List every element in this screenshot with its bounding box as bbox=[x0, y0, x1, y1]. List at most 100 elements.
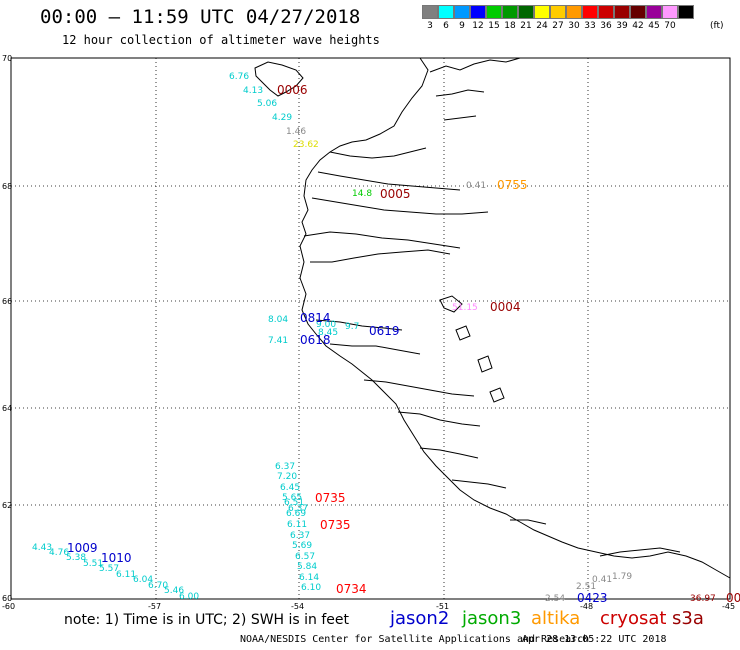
wave-height-label: 4.76 bbox=[49, 548, 69, 558]
color-scale-label: 3 bbox=[427, 21, 433, 31]
color-swatch bbox=[646, 5, 662, 19]
color-scale-label: 30 bbox=[568, 21, 580, 31]
color-swatch bbox=[678, 5, 694, 19]
wave-height-label: 6.69 bbox=[286, 509, 306, 519]
color-swatch bbox=[470, 5, 486, 19]
lat-label: 66 bbox=[2, 297, 12, 306]
wave-height-label: 2.51 bbox=[576, 582, 596, 592]
wave-height-label: 14.8 bbox=[352, 189, 372, 199]
lon-label: -57 bbox=[148, 602, 161, 611]
wave-height-label: 6.14 bbox=[299, 573, 319, 583]
color-swatch bbox=[534, 5, 550, 19]
pass-time-label: 00 bbox=[726, 591, 740, 605]
wave-height-label: 6.11 bbox=[116, 570, 136, 580]
wave-height-label: 5.65 bbox=[282, 493, 302, 503]
wave-height-label: 23.62 bbox=[293, 140, 319, 150]
wave-height-label: 8.45 bbox=[318, 328, 338, 338]
wave-height-label: 5.46 bbox=[164, 586, 184, 596]
wave-height-label: 5.06 bbox=[257, 99, 277, 109]
pass-time-label: 1009 bbox=[67, 541, 98, 555]
page-subtitle: 12 hour collection of altimeter wave hei… bbox=[62, 33, 380, 47]
wave-height-label: 5.84 bbox=[297, 562, 317, 572]
wave-height-label: 6.37 bbox=[275, 462, 295, 472]
generated-timestamp: Apr 28 13:05:22 UTC 2018 bbox=[522, 634, 667, 645]
legend-altika: altika bbox=[531, 608, 581, 629]
wave-height-label: 4.43 bbox=[32, 543, 52, 553]
wave-height-label: 6.04 bbox=[133, 575, 153, 585]
footer-note: note: 1) Time is in UTC; 2) SWH is in fe… bbox=[64, 612, 350, 628]
wave-height-label: 6.37 bbox=[288, 504, 308, 514]
color-scale bbox=[422, 5, 694, 19]
wave-height-label: 4.13 bbox=[243, 86, 263, 96]
lon-label: -48 bbox=[580, 602, 593, 611]
wave-height-label: 9.00 bbox=[316, 320, 336, 330]
wave-height-label: 8.04 bbox=[268, 315, 288, 325]
lon-label: -60 bbox=[2, 602, 15, 611]
pass-time-label: 0006 bbox=[277, 83, 308, 97]
color-scale-label: 36 bbox=[600, 21, 612, 31]
lat-label: 64 bbox=[2, 404, 12, 413]
wave-height-label: 6.45 bbox=[280, 483, 300, 493]
greenland-coastline bbox=[254, 57, 731, 579]
wave-height-label: 5.57 bbox=[99, 564, 119, 574]
wave-height-label: 51.15 bbox=[452, 303, 478, 313]
wave-height-label: 7.20 bbox=[277, 472, 297, 482]
lon-labels: -60 -57 -54 -51 -48 -45 bbox=[2, 602, 735, 611]
color-scale-label: 15 bbox=[488, 21, 500, 31]
color-scale-label: 42 bbox=[632, 21, 644, 31]
wave-height-label: 36.97 bbox=[690, 594, 716, 604]
color-swatch bbox=[502, 5, 518, 19]
pass-time-label: 0814 bbox=[300, 311, 331, 325]
color-scale-units: (ft) bbox=[710, 21, 724, 31]
wave-height-label: 5.69 bbox=[292, 541, 312, 551]
lat-labels: 70 68 66 64 62 60 bbox=[2, 54, 12, 603]
lat-label: 70 bbox=[2, 54, 12, 63]
lon-label: -51 bbox=[436, 602, 449, 611]
legend-jason3: jason3 bbox=[462, 608, 522, 629]
lat-label: 60 bbox=[2, 594, 12, 603]
wave-height-label: 6.70 bbox=[148, 581, 168, 591]
lat-label: 62 bbox=[2, 501, 12, 510]
color-swatch bbox=[422, 5, 438, 19]
color-swatch bbox=[438, 5, 454, 19]
wave-height-label: 6.11 bbox=[287, 520, 307, 530]
wave-height-observations: 6.76 4.13 5.06 4.29 1.46 23.62 14.8 0.41… bbox=[32, 72, 716, 604]
color-scale-label: 27 bbox=[552, 21, 564, 31]
color-scale-label: 12 bbox=[472, 21, 484, 31]
pass-time-label: 0005 bbox=[380, 187, 411, 201]
color-scale-label: 18 bbox=[504, 21, 516, 31]
lat-label: 68 bbox=[2, 182, 12, 191]
page-title: 00:00 – 11:59 UTC 04/27/2018 bbox=[40, 6, 361, 28]
pass-time-label: 0618 bbox=[300, 333, 331, 347]
wave-height-label: 6.57 bbox=[295, 552, 315, 562]
wave-height-label: 5.51 bbox=[83, 559, 103, 569]
legend-jason2: jason2 bbox=[390, 608, 450, 629]
lon-label: -45 bbox=[722, 602, 735, 611]
color-swatch bbox=[550, 5, 566, 19]
color-scale-label: 24 bbox=[536, 21, 548, 31]
lon-label: -54 bbox=[291, 602, 304, 611]
color-swatch bbox=[518, 5, 534, 19]
color-scale-label: 45 bbox=[648, 21, 660, 31]
wave-height-label: 6.76 bbox=[229, 72, 249, 82]
pass-time-label: 1010 bbox=[101, 551, 132, 565]
wave-height-label: 6.51 bbox=[284, 498, 304, 508]
color-scale-label: 39 bbox=[616, 21, 628, 31]
color-scale-label: 70 bbox=[664, 21, 676, 31]
pass-time-label: 0735 bbox=[320, 518, 351, 532]
wave-height-label: 1.79 bbox=[612, 572, 632, 582]
color-swatch bbox=[598, 5, 614, 19]
color-swatch bbox=[566, 5, 582, 19]
wave-height-label: 6.10 bbox=[301, 583, 321, 593]
color-scale-label: 9 bbox=[459, 21, 465, 31]
pass-time-label: 0619 bbox=[369, 324, 400, 338]
wave-height-label: 4.29 bbox=[272, 113, 292, 123]
credit-line: NOAA/NESDIS Center for Satellite Applica… bbox=[240, 634, 590, 645]
wave-height-label: 2.54 bbox=[545, 594, 565, 604]
color-scale-labels: 3 6 9 12 15 18 21 24 27 30 33 36 39 42 45 70 bbox=[422, 21, 678, 31]
color-swatch bbox=[486, 5, 502, 19]
pass-time-labels: 0006 0005 0755 0004 0814 0618 0619 0735 … bbox=[67, 83, 740, 605]
wave-height-label: 5.38 bbox=[66, 553, 86, 563]
wave-height-label: 9.7 bbox=[345, 322, 359, 332]
